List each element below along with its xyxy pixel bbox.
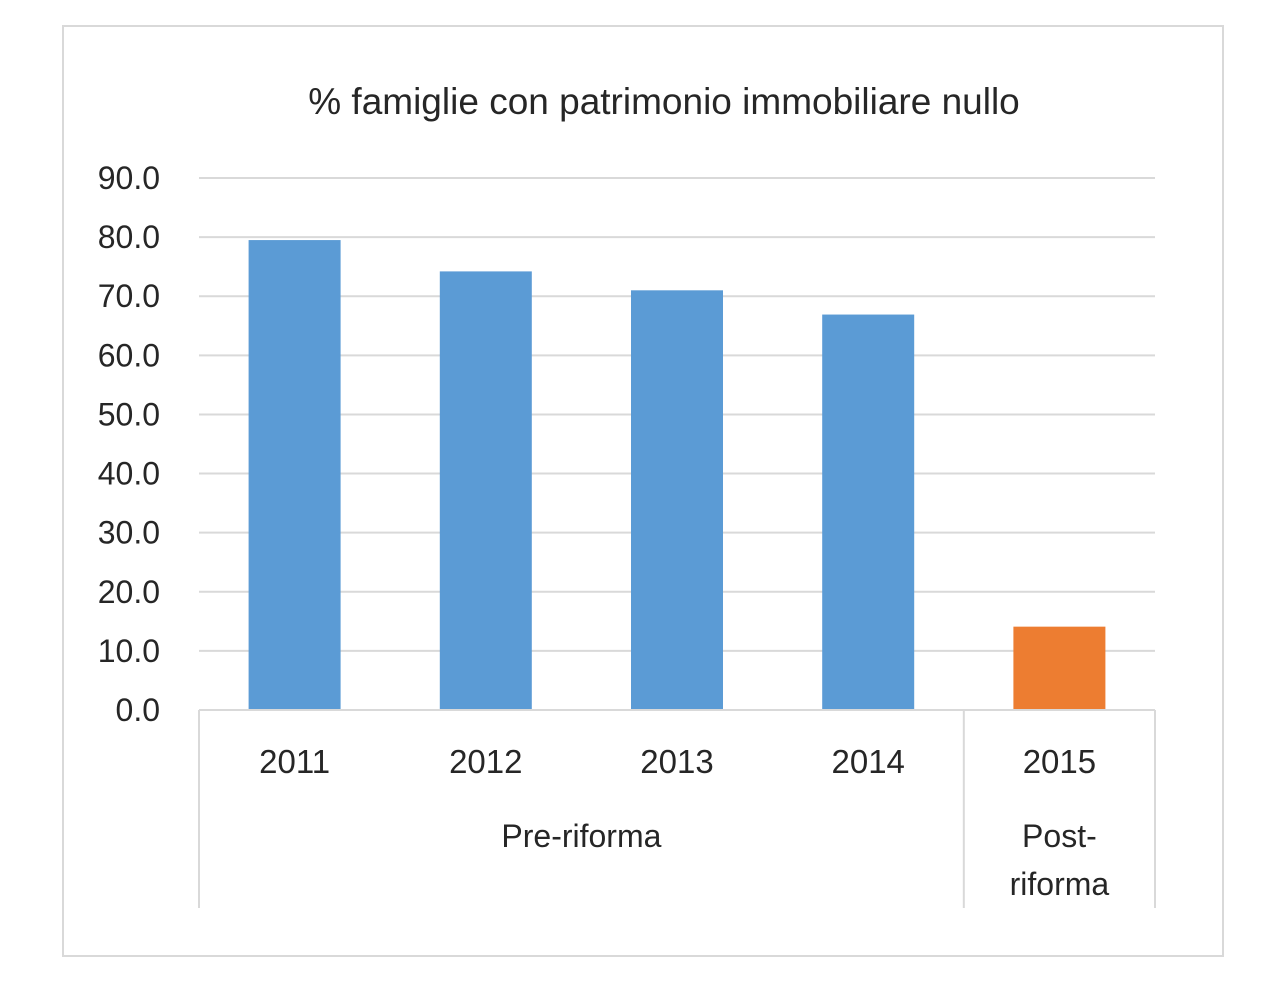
group-label: Post-riforma (1010, 818, 1110, 902)
y-tick-label: 50.0 (98, 396, 160, 432)
y-tick-label: 40.0 (98, 456, 160, 492)
y-tick-label: 60.0 (98, 337, 160, 373)
bar-2011 (248, 240, 341, 711)
y-tick-label: 10.0 (98, 633, 160, 669)
y-tick-label: 70.0 (98, 278, 160, 314)
cropped-caption-fragment (0, 980, 1280, 997)
y-tick-label: 0.0 (116, 692, 160, 728)
x-axis: 2011 2012 2013 2014 2015 Pre-riforma Post-rifo… (198, 709, 1156, 908)
chart-title: % famiglie con patrimonio immobiliare nu… (308, 81, 1020, 122)
y-tick-label: 90.0 (98, 160, 160, 196)
x-tick-label: 2013 (640, 743, 713, 780)
y-tick-label: 80.0 (98, 219, 160, 255)
bars (248, 240, 1106, 711)
bar-2013 (631, 290, 723, 710)
y-axis-ticks: 0.0 10.0 20.0 30.0 40.0 50.0 60.0 70.0 80.0 90.0 (98, 160, 160, 728)
group-label: Pre-riforma (501, 818, 661, 854)
bar-2014 (822, 314, 915, 710)
x-tick-label: 2015 (1023, 743, 1096, 780)
bar-2012 (439, 271, 532, 710)
x-tick-label: 2012 (449, 743, 522, 780)
bar-2015 (1013, 626, 1106, 710)
y-tick-label: 20.0 (98, 574, 160, 610)
x-tick-label: 2014 (831, 743, 904, 780)
x-tick-label: 2011 (259, 743, 330, 780)
y-tick-label: 30.0 (98, 515, 160, 551)
